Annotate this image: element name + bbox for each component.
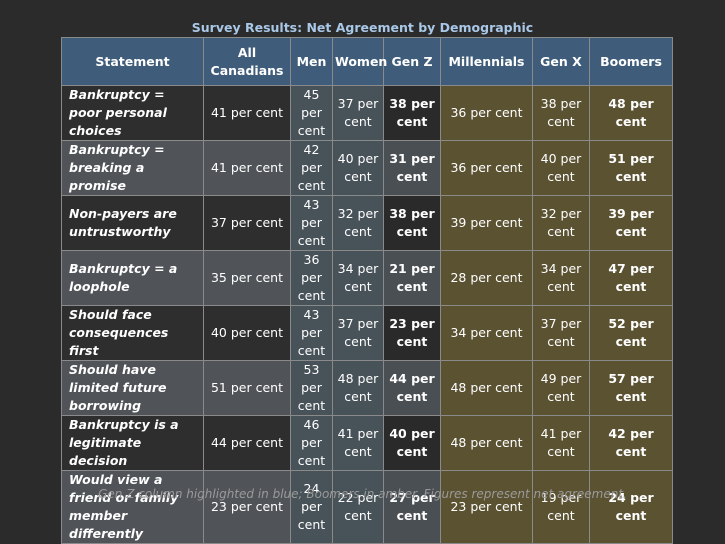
all-canadians-cell: 41 per cent: [203, 85, 291, 141]
gen-x-cell: 38 per cent: [532, 85, 590, 141]
header-men: Men: [290, 37, 333, 86]
millennials-cell: 23 per cent: [440, 470, 533, 544]
table-row: Would view a friend or family member dif…: [61, 470, 673, 544]
men-cell: 42 per cent: [290, 140, 333, 196]
boomers-cell: 57 per cent: [589, 360, 673, 416]
millennials-cell: 28 per cent: [440, 250, 533, 306]
gen-x-cell: 32 per cent: [532, 195, 590, 251]
header-statement: Statement: [61, 37, 204, 86]
boomers-cell: 42 per cent: [589, 415, 673, 471]
footnote: Gen Z column highlighted in blue; Boomer…: [98, 487, 627, 501]
women-cell: 48 per cent: [332, 360, 384, 416]
header-boomers: Boomers: [589, 37, 673, 86]
millennials-cell: 36 per cent: [440, 140, 533, 196]
header-gen-x: Gen X: [532, 37, 590, 86]
table-row: Non-payers are untrustworthy 37 per cent 4…: [61, 195, 673, 251]
gen-z-cell: 27 per cent: [383, 470, 441, 544]
gen-x-cell: 49 per cent: [532, 360, 590, 416]
women-cell: 37 per cent: [332, 85, 384, 141]
table-row: Bankruptcy = breaking a promise 41 per ce…: [61, 140, 673, 196]
women-cell: 41 per cent: [332, 415, 384, 471]
gen-x-cell: 37 per cent: [532, 305, 590, 361]
all-canadians-cell: 44 per cent: [203, 415, 291, 471]
table-row: Should face consequences first 40 per cen…: [61, 305, 673, 361]
gen-x-cell: 41 per cent: [532, 415, 590, 471]
table-row: Bankruptcy = a loophole 35 per cent 36 per…: [61, 250, 673, 306]
women-cell: 32 per cent: [332, 195, 384, 251]
chart-title: Survey Results: Net Agreement by Demogra…: [191, 20, 534, 35]
gen-z-cell: 38 per cent: [383, 85, 441, 141]
header-millennials: Millennials: [440, 37, 533, 86]
gen-z-cell: 44 per cent: [383, 360, 441, 416]
boomers-cell: 24 per cent: [589, 470, 673, 544]
millennials-cell: 36 per cent: [440, 85, 533, 141]
men-cell: 43 per cent: [290, 305, 333, 361]
gen-z-cell: 23 per cent: [383, 305, 441, 361]
table-row: Bankruptcy is a legitimate decision 44 pe…: [61, 415, 673, 471]
statement-cell: Should face consequences first: [61, 305, 204, 361]
gen-x-cell: 19 per cent: [532, 470, 590, 544]
all-canadians-cell: 37 per cent: [203, 195, 291, 251]
men-cell: 43 per cent: [290, 195, 333, 251]
men-cell: 46 per cent: [290, 415, 333, 471]
header-gen-z: Gen Z: [383, 37, 441, 86]
all-canadians-cell: 51 per cent: [203, 360, 291, 416]
millennials-cell: 34 per cent: [440, 305, 533, 361]
header-women: Women: [332, 37, 387, 86]
gen-z-cell: 31 per cent: [383, 140, 441, 196]
women-cell: 40 per cent: [332, 140, 384, 196]
all-canadians-cell: 23 per cent: [203, 470, 291, 544]
men-cell: 24 per cent: [290, 470, 333, 544]
men-cell: 53 per cent: [290, 360, 333, 416]
women-cell: 34 per cent: [332, 250, 384, 306]
boomers-cell: 48 per cent: [589, 85, 673, 141]
header-all-canadians: All Canadians: [203, 37, 291, 86]
statement-cell: Non-payers are untrustworthy: [61, 195, 204, 251]
women-cell: 22 per cent: [332, 470, 384, 544]
boomers-cell: 47 per cent: [589, 250, 673, 306]
statement-cell: Bankruptcy = breaking a promise: [61, 140, 204, 196]
results-table: Statement All Canadians Men Women Gen Z …: [61, 37, 673, 544]
all-canadians-cell: 35 per cent: [203, 250, 291, 306]
all-canadians-cell: 41 per cent: [203, 140, 291, 196]
statement-cell: Bankruptcy = poor personal choices: [61, 85, 204, 141]
statement-cell: Bankruptcy = a loophole: [61, 250, 204, 306]
boomers-cell: 51 per cent: [589, 140, 673, 196]
table-row: Should have limited future borrowing 51 p…: [61, 360, 673, 416]
table-row: Bankruptcy = poor personal choices 41 per…: [61, 85, 673, 141]
millennials-cell: 39 per cent: [440, 195, 533, 251]
boomers-cell: 52 per cent: [589, 305, 673, 361]
gen-z-cell: 40 per cent: [383, 415, 441, 471]
statement-cell: Should have limited future borrowing: [61, 360, 204, 416]
gen-x-cell: 34 per cent: [532, 250, 590, 306]
women-cell: 37 per cent: [332, 305, 384, 361]
men-cell: 45 per cent: [290, 85, 333, 141]
all-canadians-cell: 40 per cent: [203, 305, 291, 361]
millennials-cell: 48 per cent: [440, 360, 533, 416]
gen-z-cell: 38 per cent: [383, 195, 441, 251]
boomers-cell: 39 per cent: [589, 195, 673, 251]
statement-cell: Would view a friend or family member dif…: [61, 470, 204, 544]
statement-cell: Bankruptcy is a legitimate decision: [61, 415, 204, 471]
millennials-cell: 48 per cent: [440, 415, 533, 471]
gen-z-cell: 21 per cent: [383, 250, 441, 306]
gen-x-cell: 40 per cent: [532, 140, 590, 196]
men-cell: 36 per cent: [290, 250, 333, 306]
header-row: Statement All Canadians Men Women Gen Z …: [61, 37, 673, 86]
